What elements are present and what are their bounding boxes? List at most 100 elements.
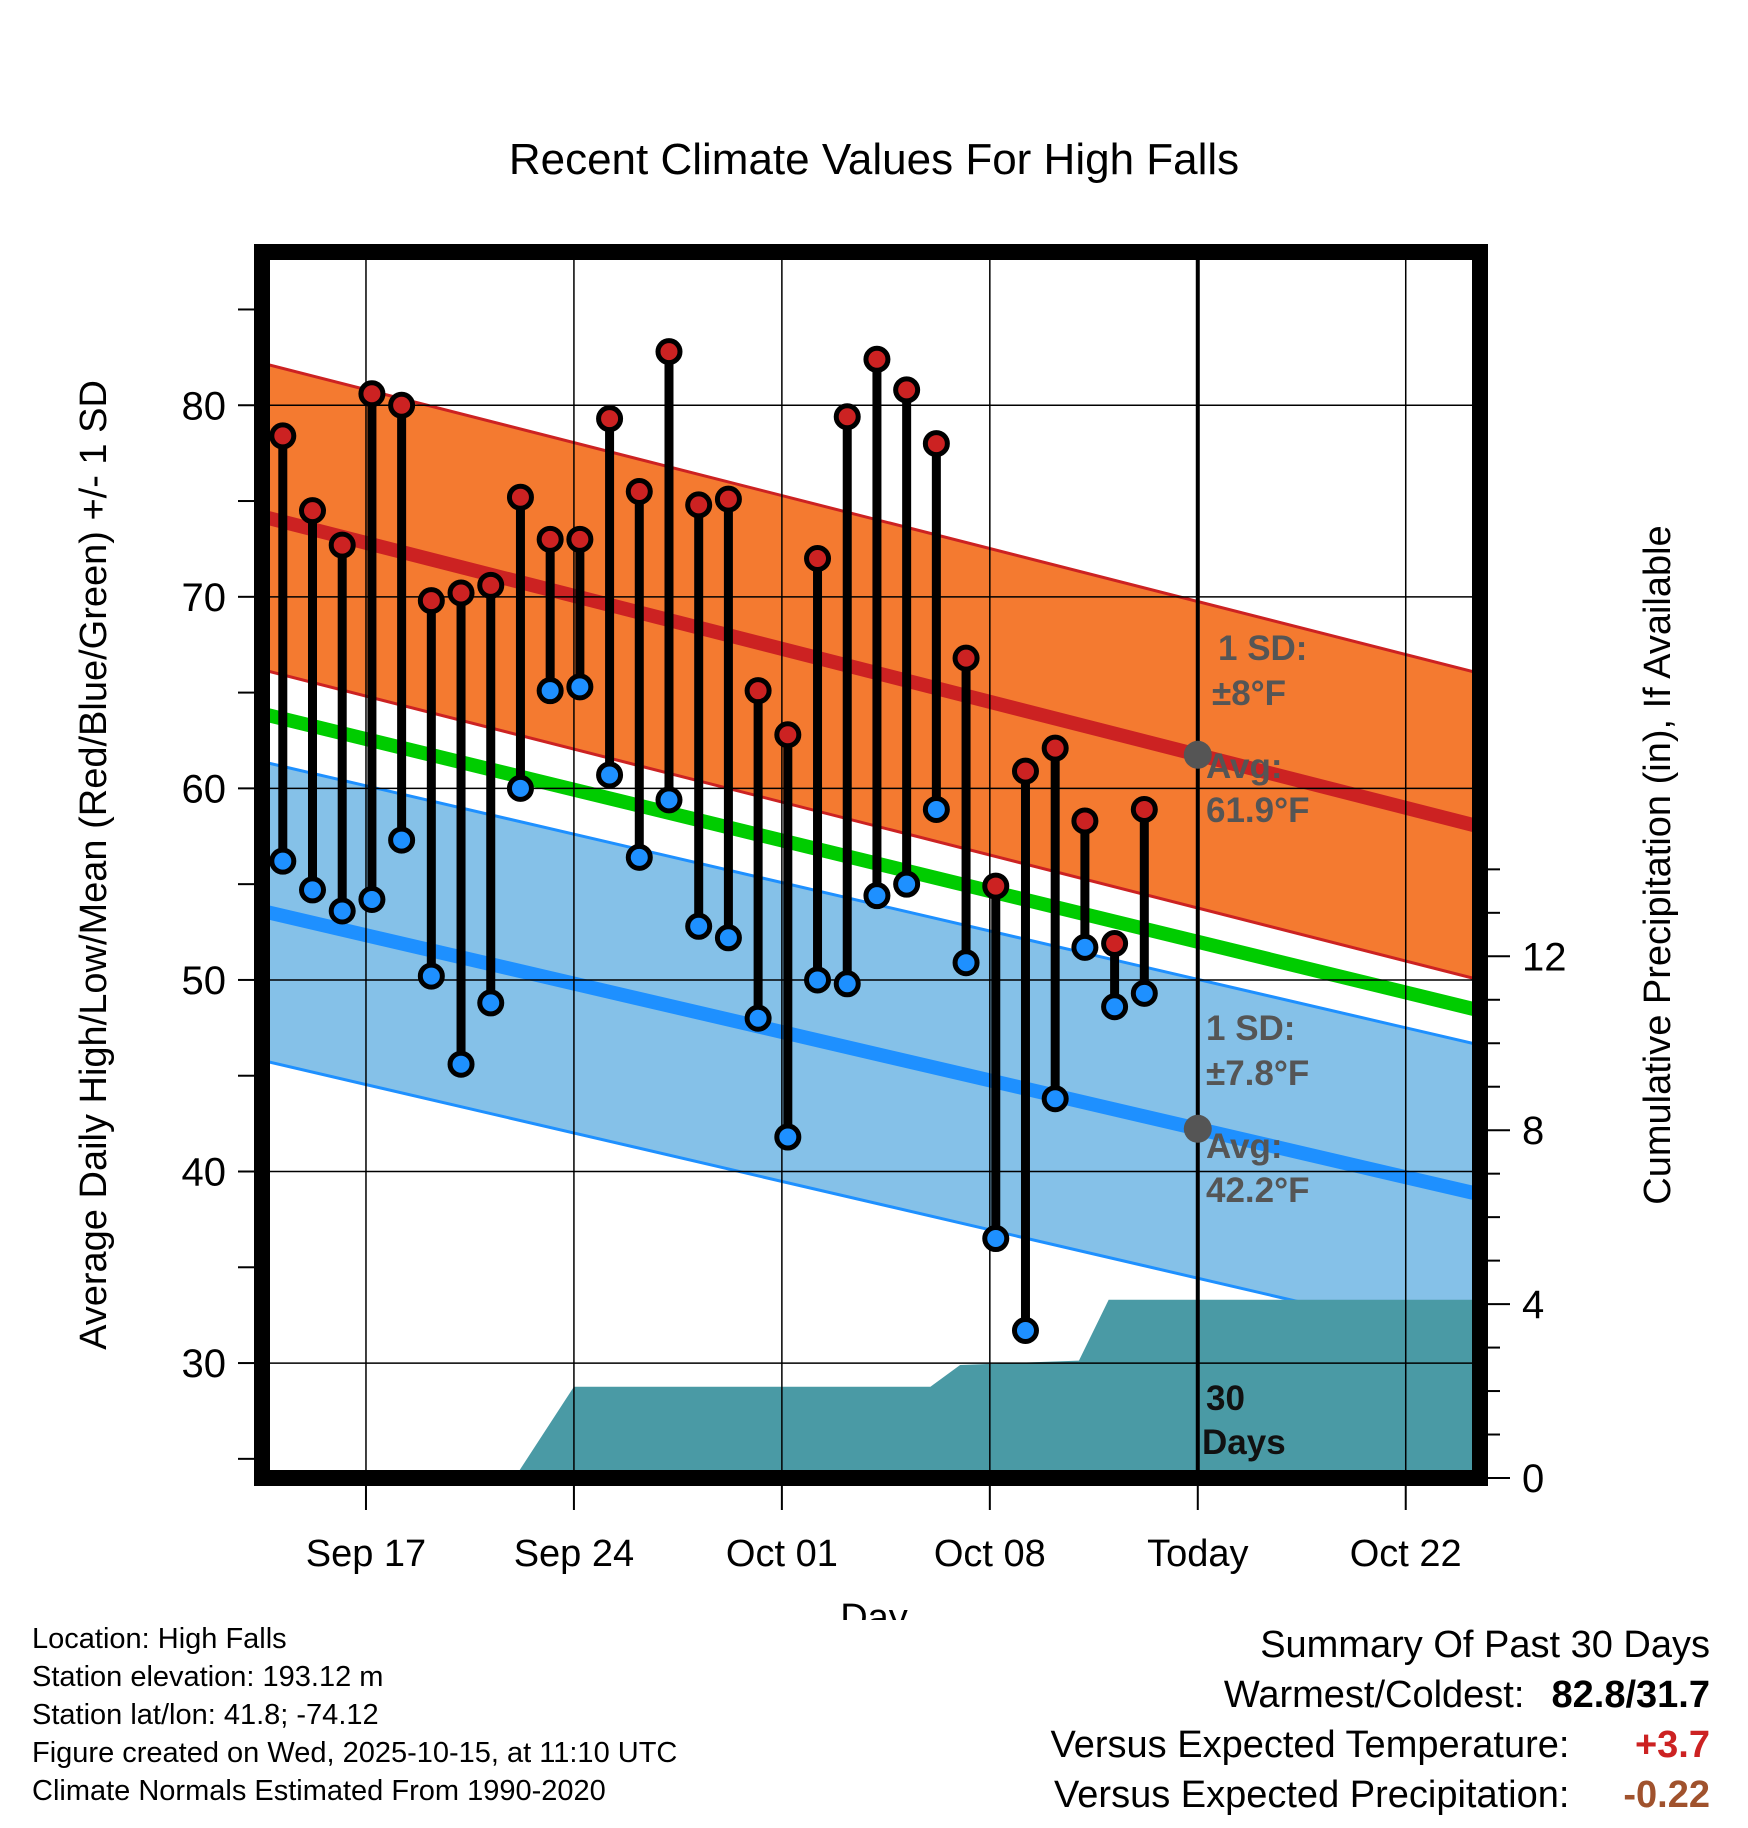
daily-low-point (655, 786, 683, 814)
y-axis-label: Average Daily High/Low/Mean (Red/Blue/Gr… (73, 380, 115, 1350)
daily-low-point (804, 966, 832, 994)
daily-high-point (893, 376, 921, 404)
daily-low-point (1130, 979, 1158, 1007)
daily-high-point (685, 491, 713, 519)
x-tick-label: Oct 22 (1350, 1533, 1462, 1575)
warmest-coldest-value: 82.8/31.7 (1551, 1674, 1710, 1716)
daily-high-point (804, 545, 832, 572)
latlon-text: Station lat/lon: 41.8; -74.12 (32, 1699, 379, 1731)
daily-low-point (922, 795, 950, 823)
warmest-coldest-label: Warmest/Coldest: (1223, 1674, 1525, 1716)
daily-high-point (299, 497, 327, 525)
y-tick-label: 60 (182, 767, 227, 811)
low-sd-label: 1 SD: (1206, 1009, 1295, 1048)
daily-high-point (536, 525, 564, 553)
daily-high-point (714, 485, 742, 513)
daily-high-point (1071, 807, 1099, 835)
low-avg-label: Avg: (1206, 1127, 1282, 1166)
precipitation-anomaly-value: -0.22 (1623, 1774, 1710, 1816)
y-tick-label: 50 (182, 959, 227, 1003)
daily-high-point (1011, 757, 1039, 785)
x-tick-label: Oct 08 (934, 1533, 1046, 1575)
daily-low-point (299, 876, 327, 904)
high-average-line (262, 509, 1480, 834)
daily-high-point (774, 721, 802, 749)
daily-high-point (358, 380, 386, 408)
chart-title: Recent Climate Values For High Falls (509, 135, 1239, 184)
daily-high-point (744, 677, 772, 705)
daily-low-point (358, 885, 386, 913)
y2-tick-label: 0 (1522, 1457, 1544, 1501)
days-label: Days (1202, 1423, 1286, 1462)
x-tick-label: Today (1147, 1533, 1248, 1575)
daily-low-point (952, 949, 980, 977)
temperature-anomaly-value: +3.7 (1634, 1724, 1710, 1766)
daily-low-point (625, 843, 653, 871)
daily-low-point (536, 677, 564, 705)
daily-high-point (952, 644, 980, 672)
temperature-anomaly-row: Versus Expected Temperature: +3.7 (1051, 1720, 1710, 1770)
y-tick-label: 30 (182, 1342, 227, 1386)
daily-high-point (863, 345, 891, 373)
daily-high-point (447, 579, 475, 607)
y-tick-label: 40 (182, 1151, 227, 1195)
daily-low-point (596, 761, 624, 789)
climate-chart: Recent Climate Values For High Falls 30 4… (73, 135, 1679, 1620)
normals-text: Climate Normals Estimated From 1990-2020 (32, 1775, 606, 1807)
high-sd-label: 1 SD: (1218, 629, 1307, 668)
daily-low-point (714, 924, 742, 952)
daily-high-point (477, 571, 505, 599)
daily-high-point (625, 477, 653, 505)
y-tick-label: 70 (182, 576, 227, 620)
y2-tick-label: 12 (1522, 935, 1567, 979)
daily-high-point (506, 483, 534, 511)
daily-high-point (388, 391, 416, 419)
precipitation-anomaly-row: Versus Expected Precipitation: -0.22 (1051, 1770, 1710, 1820)
low-avg-value: 42.2°F (1206, 1171, 1310, 1210)
high-avg-label: Avg: (1206, 747, 1282, 786)
daily-low-point (1011, 1316, 1039, 1344)
summary-panel: Summary Of Past 30 Days Warmest/Coldest:… (1051, 1620, 1710, 1820)
daily-high-point (922, 430, 950, 458)
daily-high-point (1130, 795, 1158, 823)
precipitation-area (514, 1299, 1480, 1478)
daily-low-point (982, 1225, 1010, 1253)
daily-high-point (269, 422, 297, 450)
elevation-text: Station elevation: 193.12 m (32, 1661, 384, 1693)
daily-high-point (655, 338, 683, 366)
precipitation-anomaly-label: Versus Expected Precipitation: (1054, 1774, 1570, 1816)
temperature-anomaly-label: Versus Expected Temperature: (1050, 1724, 1570, 1766)
daily-low-point (744, 1004, 772, 1032)
daily-low-point (863, 882, 891, 910)
daily-low-point (269, 847, 297, 875)
daily-low-point (1101, 993, 1129, 1021)
x-tick-label: Sep 17 (306, 1533, 426, 1575)
x-axis-label: Day (840, 1597, 908, 1620)
y-tick-label: 80 (182, 384, 227, 428)
plot-frame (254, 244, 1488, 1486)
warmest-coldest-row: Warmest/Coldest: 82.8/31.7 (1051, 1670, 1710, 1720)
today-low-average-marker (1183, 1114, 1212, 1143)
x-tick-label: Sep 24 (514, 1533, 634, 1575)
daily-low-point (506, 774, 534, 802)
daily-low-point (1071, 933, 1099, 961)
x-tick-label: Oct 01 (726, 1533, 838, 1575)
daily-low-point (417, 962, 445, 990)
daily-low-point (833, 970, 861, 998)
today-high-average-marker (1183, 740, 1212, 769)
y2-tick-label: 4 (1522, 1283, 1544, 1327)
daily-low-point (893, 870, 921, 898)
station-info: Location: High Falls Station elevation: … (32, 1620, 677, 1810)
daily-low-point (685, 912, 713, 940)
daily-high-point (1041, 734, 1069, 762)
y2-axis-label: Cumulative Precipitation (in), If Availa… (1637, 525, 1679, 1204)
daily-low-point (566, 673, 594, 701)
daily-high-point (566, 525, 594, 553)
daily-low-point (774, 1123, 802, 1151)
days-count: 30 (1206, 1379, 1245, 1418)
low-sd-value: ±7.8°F (1206, 1054, 1309, 1093)
daily-low-point (447, 1050, 475, 1078)
created-text: Figure created on Wed, 2025-10-15, at 11… (32, 1737, 678, 1769)
daily-low-point (477, 989, 505, 1017)
location-text: Location: High Falls (32, 1623, 287, 1655)
